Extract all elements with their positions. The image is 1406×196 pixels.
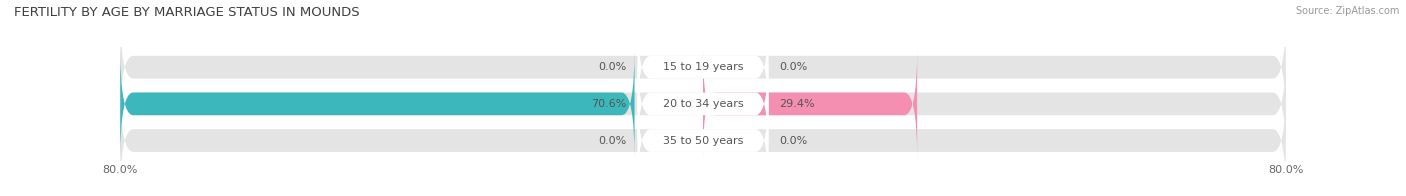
Text: 0.0%: 0.0% bbox=[779, 62, 807, 72]
Text: FERTILITY BY AGE BY MARRIAGE STATUS IN MOUNDS: FERTILITY BY AGE BY MARRIAGE STATUS IN M… bbox=[14, 6, 360, 19]
Text: Source: ZipAtlas.com: Source: ZipAtlas.com bbox=[1295, 6, 1399, 16]
FancyBboxPatch shape bbox=[637, 86, 769, 195]
Text: 0.0%: 0.0% bbox=[599, 136, 627, 146]
FancyBboxPatch shape bbox=[121, 13, 1285, 122]
Text: 15 to 19 years: 15 to 19 years bbox=[662, 62, 744, 72]
FancyBboxPatch shape bbox=[637, 49, 769, 159]
Text: 70.6%: 70.6% bbox=[591, 99, 627, 109]
FancyBboxPatch shape bbox=[637, 13, 769, 122]
FancyBboxPatch shape bbox=[121, 49, 1285, 159]
Text: 0.0%: 0.0% bbox=[599, 62, 627, 72]
Text: 0.0%: 0.0% bbox=[779, 136, 807, 146]
FancyBboxPatch shape bbox=[121, 49, 634, 159]
Legend: Married, Unmarried: Married, Unmarried bbox=[624, 191, 782, 196]
Text: 35 to 50 years: 35 to 50 years bbox=[662, 136, 744, 146]
FancyBboxPatch shape bbox=[121, 86, 1285, 195]
Text: 20 to 34 years: 20 to 34 years bbox=[662, 99, 744, 109]
Text: 29.4%: 29.4% bbox=[779, 99, 815, 109]
FancyBboxPatch shape bbox=[703, 49, 917, 159]
